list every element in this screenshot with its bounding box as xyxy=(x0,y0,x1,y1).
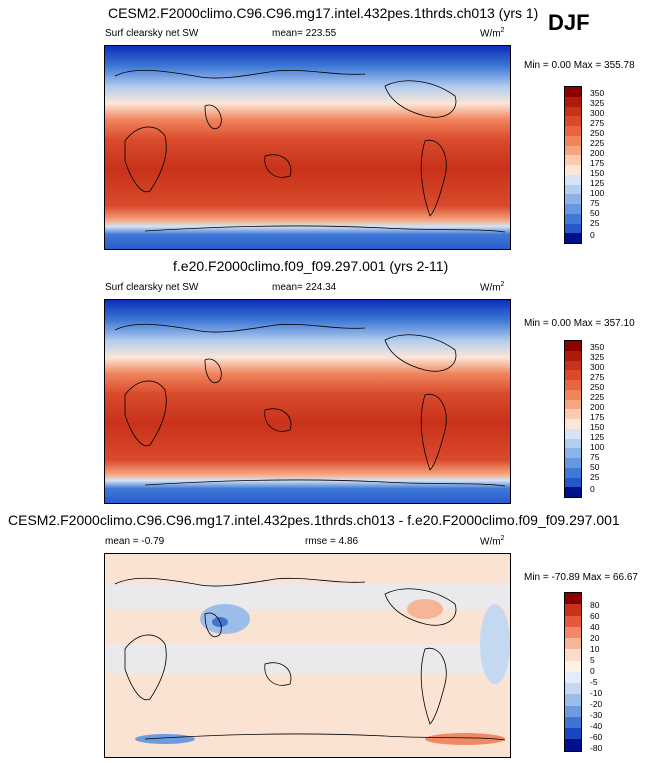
cbar-2-tick: 125 xyxy=(590,432,605,442)
cbar-3-tick: 5 xyxy=(590,655,595,665)
cbar-2-tick: 175 xyxy=(590,412,605,422)
cbar-2-tick: 100 xyxy=(590,442,605,452)
cbar-1-tick: 125 xyxy=(590,178,605,188)
cbar-1-tick: 150 xyxy=(590,168,605,178)
cbar-3-tick: 20 xyxy=(590,633,600,643)
cbar-3-tick: -40 xyxy=(590,721,603,731)
panel-1-minmax: Min = 0.00 Max = 355.78 xyxy=(524,60,635,71)
cbar-1-tick: 25 xyxy=(590,218,600,228)
panel-2-minmax: Min = 0.00 Max = 357.10 xyxy=(524,318,635,329)
panel-2-mean: mean= 224.34 xyxy=(272,282,337,293)
panel-3-title: CESM2.F2000climo.C96.C96.mg17.intel.432p… xyxy=(8,512,620,528)
cbar-2-tick: 0 xyxy=(590,484,595,494)
cbar-1-tick: 200 xyxy=(590,148,605,158)
panel-1-variable-label: Surf clearsky net SW xyxy=(105,28,199,39)
cbar-1-tick: 250 xyxy=(590,128,605,138)
cbar-3-tick: -80 xyxy=(590,743,603,753)
panel-1-mean: mean= 223.55 xyxy=(272,28,337,39)
panel-3-rmse: rmse = 4.86 xyxy=(305,536,359,547)
cbar-3-tick: 40 xyxy=(590,622,600,632)
cbar-2-tick: 275 xyxy=(590,372,605,382)
cbar-1-tick: 325 xyxy=(590,98,605,108)
panel-2-variable-label: Surf clearsky net SW xyxy=(105,282,199,293)
cbar-2-tick: 50 xyxy=(590,462,600,472)
panel-2-colorbar xyxy=(564,340,582,498)
cbar-3-tick: -5 xyxy=(590,677,598,687)
panel-2-coastlines xyxy=(114,323,506,487)
panel-1-colorbar xyxy=(564,86,582,244)
cbar-1-tick: 350 xyxy=(590,88,605,98)
cbar-1-tick: 300 xyxy=(590,108,605,118)
cbar-1-tick: 225 xyxy=(590,138,605,148)
panel-2-title: f.e20.F2000climo.f09_f09.297.001 (yrs 2-… xyxy=(173,258,449,274)
cbar-2-tick: 250 xyxy=(590,382,605,392)
cbar-3-tick: 0 xyxy=(590,666,595,676)
cbar-1-tick: 50 xyxy=(590,208,600,218)
cbar-3-tick: 80 xyxy=(590,600,600,610)
cbar-1-tick: 75 xyxy=(590,198,600,208)
cbar-2-tick: 25 xyxy=(590,472,600,482)
panel-1-units: W/m2 xyxy=(480,27,505,40)
cbar-1-tick: 0 xyxy=(590,230,595,240)
panel-3-map xyxy=(104,553,511,758)
cbar-3-tick: 10 xyxy=(590,644,600,654)
season-label: DJF xyxy=(548,10,590,35)
cbar-1-tick: 275 xyxy=(590,118,605,128)
panel-3-minmax: Min = -70.89 Max = 66.67 xyxy=(524,572,638,583)
cbar-2-tick: 75 xyxy=(590,452,600,462)
cbar-3-tick: -10 xyxy=(590,688,603,698)
panel-2-map xyxy=(104,299,511,504)
cbar-2-tick: 350 xyxy=(590,342,605,352)
panel-2-units: W/m2 xyxy=(480,281,505,294)
cbar-2-tick: 225 xyxy=(590,392,605,402)
panel-3-coastlines xyxy=(114,577,506,741)
cbar-2-tick: 150 xyxy=(590,422,605,432)
cbar-3-tick: 60 xyxy=(590,611,600,621)
cbar-1-tick: 100 xyxy=(590,188,605,198)
panel-3-colorbar xyxy=(564,592,582,752)
panel-1-title: CESM2.F2000climo.C96.C96.mg17.intel.432p… xyxy=(108,5,539,21)
panel-3-units: W/m2 xyxy=(480,535,505,548)
cbar-3-tick: -60 xyxy=(590,732,603,742)
cbar-2-tick: 325 xyxy=(590,352,605,362)
panel-1-map xyxy=(104,45,511,250)
panel-3-mean: mean = -0.79 xyxy=(105,536,165,547)
cbar-3-tick: -30 xyxy=(590,710,603,720)
cbar-1-tick: 175 xyxy=(590,158,605,168)
cbar-2-tick: 300 xyxy=(590,362,605,372)
cbar-2-tick: 200 xyxy=(590,402,605,412)
cbar-3-tick: -20 xyxy=(590,699,603,709)
panel-1-coastlines xyxy=(114,69,506,233)
